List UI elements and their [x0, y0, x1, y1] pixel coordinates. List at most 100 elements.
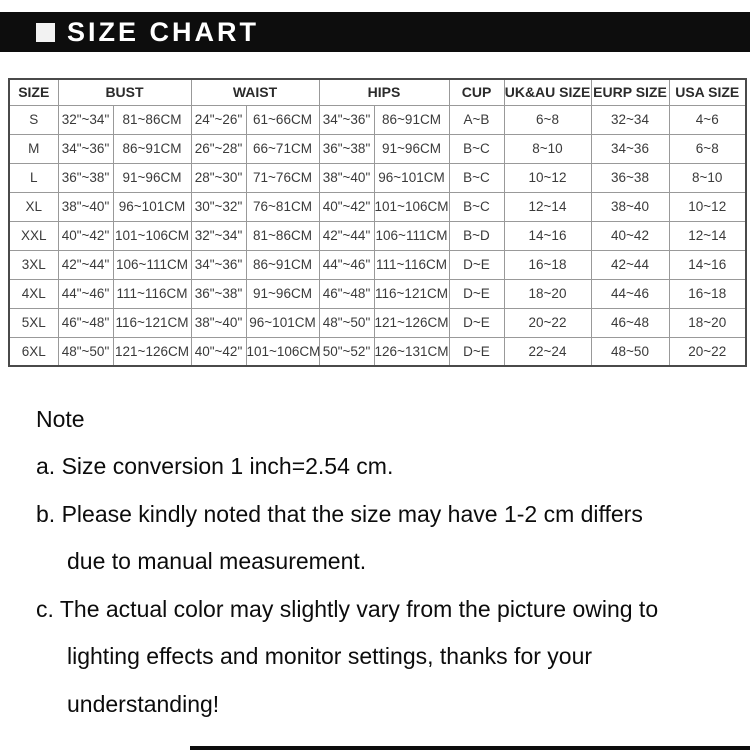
- measurement-cell: 86~91CM: [373, 104, 450, 135]
- column-header: EURP SIZE: [590, 78, 670, 106]
- size-label-cell: 6XL: [8, 336, 59, 367]
- measurement-cell: 30"~32": [190, 191, 247, 222]
- measurement-cell: 16~18: [668, 278, 747, 309]
- measurement-cell: 111~116CM: [112, 278, 192, 309]
- measurement-cell: 66~71CM: [245, 133, 320, 164]
- measurement-cell: B~C: [448, 133, 505, 164]
- measurement-cell: 71~76CM: [245, 162, 320, 193]
- measurement-cell: 36"~38": [318, 133, 375, 164]
- measurement-cell: 38"~40": [318, 162, 375, 193]
- table-row: S 32"~34" 81~86CM 24"~26" 61~66CM 34"~36" 86~9…: [8, 104, 747, 135]
- measurement-cell: 14~16: [668, 249, 747, 280]
- measurement-cell: 12~14: [503, 191, 592, 222]
- column-header: SIZE: [8, 78, 59, 106]
- measurement-cell: 36"~38": [57, 162, 114, 193]
- measurement-cell: B~C: [448, 162, 505, 193]
- next-section-bar-partial: [190, 746, 750, 750]
- size-label-cell: XXL: [8, 220, 59, 251]
- measurement-cell: 42"~44": [318, 220, 375, 251]
- measurement-cell: 101~106CM: [112, 220, 192, 251]
- measurement-cell: 46~48: [590, 307, 670, 338]
- measurement-cell: 46"~48": [318, 278, 375, 309]
- table-row: L 36"~38" 91~96CM 28"~30" 71~76CM 38"~40" 96~1…: [8, 162, 747, 193]
- measurement-cell: 106~111CM: [373, 220, 450, 251]
- measurement-cell: 46"~48": [57, 307, 114, 338]
- note-item-line: understanding!: [67, 690, 220, 717]
- measurement-cell: 48"~50": [57, 336, 114, 367]
- measurement-cell: D~E: [448, 307, 505, 338]
- measurement-cell: 20~22: [668, 336, 747, 367]
- measurement-cell: 111~116CM: [373, 249, 450, 280]
- measurement-cell: 42~44: [590, 249, 670, 280]
- measurement-cell: 40~42: [590, 220, 670, 251]
- measurement-cell: 48~50: [590, 336, 670, 367]
- measurement-cell: 38"~40": [57, 191, 114, 222]
- measurement-cell: 44"~46": [57, 278, 114, 309]
- measurement-cell: 24"~26": [190, 104, 247, 135]
- measurement-cell: 40"~42": [318, 191, 375, 222]
- measurement-cell: 106~111CM: [112, 249, 192, 280]
- measurement-cell: 28"~30": [190, 162, 247, 193]
- measurement-cell: 10~12: [503, 162, 592, 193]
- measurement-cell: 121~126CM: [112, 336, 192, 367]
- note-item-line: a. Size conversion 1 inch=2.54 cm.: [36, 453, 394, 479]
- measurement-cell: 116~121CM: [373, 278, 450, 309]
- size-label-cell: L: [8, 162, 59, 193]
- measurement-cell: 101~106CM: [245, 336, 320, 367]
- table-row: M 34"~36" 86~91CM 26"~28" 66~71CM 36"~38" 91~9…: [8, 133, 747, 164]
- measurement-cell: 36~38: [590, 162, 670, 193]
- note-items: a. Size conversion 1 inch=2.54 cm. b. Ple…: [36, 443, 736, 728]
- measurement-cell: 126~131CM: [373, 336, 450, 367]
- size-label-cell: 3XL: [8, 249, 59, 280]
- note-item-line: b. Please kindly noted that the size may…: [36, 500, 643, 527]
- measurement-cell: 40"~42": [57, 220, 114, 251]
- column-header: WAIST: [190, 78, 320, 106]
- measurement-cell: 14~16: [503, 220, 592, 251]
- measurement-cell: 20~22: [503, 307, 592, 338]
- measurement-cell: 6~8: [503, 104, 592, 135]
- size-chart-table: SIZE BUST WAIST HIPS CUP UK&AU SIZE EURP SIZE U…: [8, 78, 747, 367]
- table-row: 3XL 42"~44" 106~111CM 34"~36" 86~91CM 44"~46"…: [8, 249, 747, 280]
- measurement-cell: D~E: [448, 336, 505, 367]
- measurement-cell: 34~36: [590, 133, 670, 164]
- measurement-cell: B~D: [448, 220, 505, 251]
- measurement-cell: 81~86CM: [245, 220, 320, 251]
- size-label-cell: 5XL: [8, 307, 59, 338]
- measurement-cell: 91~96CM: [373, 133, 450, 164]
- measurement-cell: 91~96CM: [245, 278, 320, 309]
- measurement-cell: 116~121CM: [112, 307, 192, 338]
- measurement-cell: B~C: [448, 191, 505, 222]
- measurement-cell: 96~101CM: [373, 162, 450, 193]
- measurement-cell: D~E: [448, 249, 505, 280]
- note-item-line: c. The actual color may slightly vary fr…: [36, 595, 659, 622]
- square-bullet-icon: [36, 22, 55, 42]
- measurement-cell: 8~10: [668, 162, 747, 193]
- measurement-cell: 96~101CM: [245, 307, 320, 338]
- measurement-cell: 36"~38": [190, 278, 247, 309]
- column-header: HIPS: [318, 78, 450, 106]
- table-header: SIZE BUST WAIST HIPS CUP UK&AU SIZE EURP SIZE U…: [8, 78, 747, 106]
- measurement-cell: 48"~50": [318, 307, 375, 338]
- measurement-cell: 44~46: [590, 278, 670, 309]
- note-section: Note a. Size conversion 1 inch=2.54 cm. b…: [36, 396, 736, 728]
- measurement-cell: 76~81CM: [245, 191, 320, 222]
- size-chart-title-bar: SIZE CHART: [0, 12, 750, 52]
- measurement-cell: 121~126CM: [373, 307, 450, 338]
- column-header: USA SIZE: [668, 78, 747, 106]
- measurement-cell: 32"~34": [190, 220, 247, 251]
- measurement-cell: 86~91CM: [112, 133, 192, 164]
- measurement-cell: 12~14: [668, 220, 747, 251]
- size-label-cell: 4XL: [8, 278, 59, 309]
- measurement-cell: 10~12: [668, 191, 747, 222]
- measurement-cell: D~E: [448, 278, 505, 309]
- measurement-cell: 101~106CM: [373, 191, 450, 222]
- table-row: 6XL 48"~50" 121~126CM 40"~42" 101~106CM 50"~5…: [8, 336, 747, 367]
- measurement-cell: 22~24: [503, 336, 592, 367]
- note-item-line: due to manual measurement.: [67, 548, 367, 574]
- page-title: SIZE CHART: [67, 16, 259, 47]
- table-row: XXL 40"~42" 101~106CM 32"~34" 81~86CM 42"~44"…: [8, 220, 747, 251]
- size-label-cell: M: [8, 133, 59, 164]
- measurement-cell: 42"~44": [57, 249, 114, 280]
- measurement-cell: 91~96CM: [112, 162, 192, 193]
- measurement-cell: 38~40: [590, 191, 670, 222]
